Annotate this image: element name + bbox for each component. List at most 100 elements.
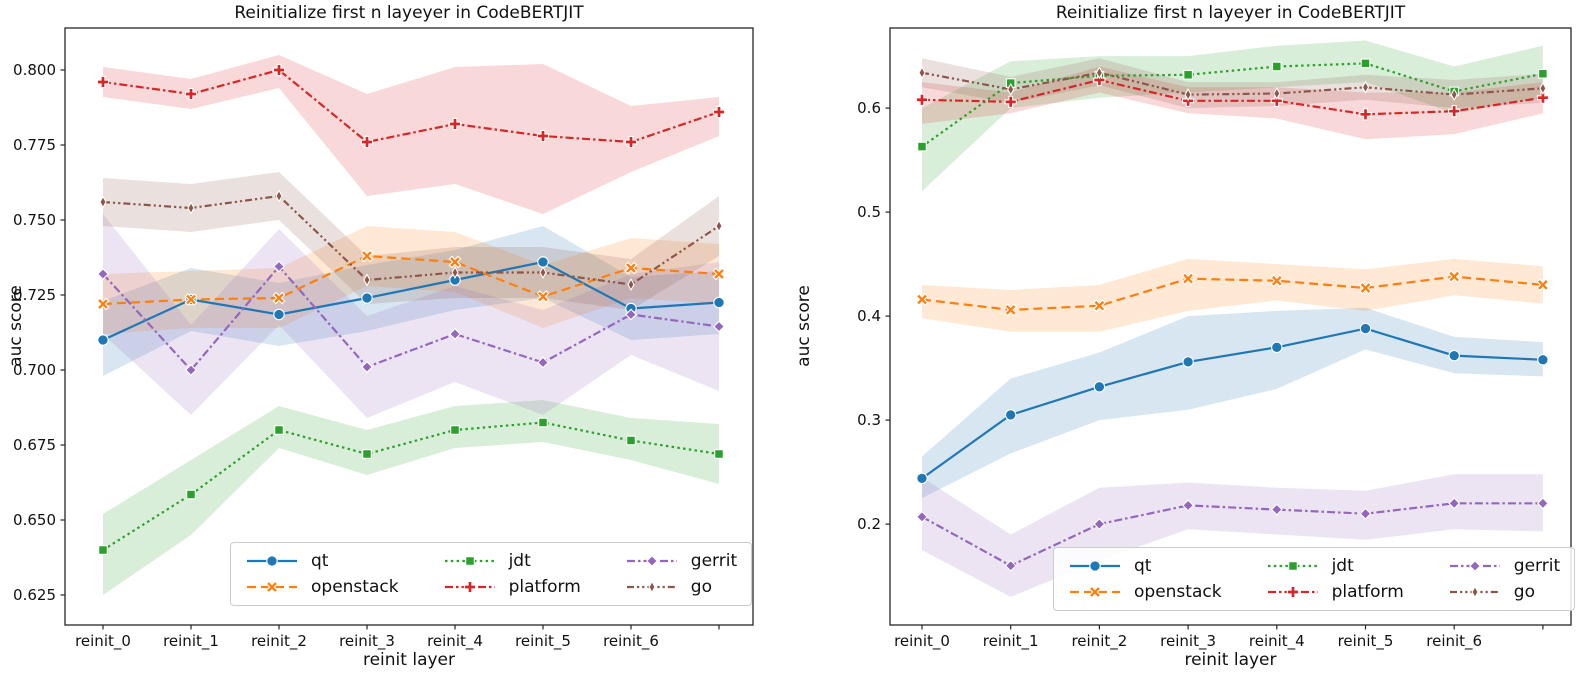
marker-qt-0 [916, 472, 928, 485]
chart-panel-right: Reinitialize first n layeyer in CodeBERT… [788, 0, 1577, 680]
marker-openstack-1 [184, 293, 198, 306]
x-tick-label: reinit_2 [1071, 632, 1127, 651]
legend-item-jdt: jdt [1266, 557, 1404, 576]
marker-openstack-2 [272, 291, 286, 305]
marker-platform-2 [272, 63, 286, 77]
marker-platform-4 [448, 117, 462, 131]
x-tick-label: reinit_1 [983, 632, 1039, 651]
jdt-marker-glyph [464, 556, 475, 567]
marker-platform-0 [915, 93, 929, 106]
marker-go-5 [1361, 80, 1370, 94]
marker-openstack-6 [624, 261, 638, 275]
series-band-go [103, 172, 719, 310]
marker-gerrit-6 [625, 308, 637, 321]
marker-openstack-4 [1270, 274, 1284, 288]
marker-go-2 [275, 189, 283, 203]
series-band-go [922, 58, 1543, 109]
axes-frame [64, 27, 754, 626]
series-line-jdt [102, 421, 720, 551]
marker-gerrit-7 [713, 320, 725, 333]
go-marker-glyph [1471, 585, 1479, 599]
y-tick-label: 0.5 [857, 203, 881, 221]
qt-marker-glyph [266, 555, 278, 568]
marker-gerrit-5 [1359, 507, 1372, 520]
marker-qt-0 [97, 334, 109, 346]
marker-gerrit-1 [185, 364, 197, 376]
marker-platform-7 [1536, 91, 1550, 104]
marker-platform-2 [1093, 73, 1106, 87]
legend-item-platform: platform [1266, 581, 1404, 602]
marker-go-2 [1095, 66, 1104, 80]
series-line-go [102, 194, 720, 286]
marker-openstack-1 [1004, 303, 1018, 317]
jdt-marker-glyph [1287, 561, 1298, 572]
marker-jdt-7 [1538, 68, 1548, 79]
qt-marker-glyph [1089, 560, 1101, 573]
marker-go-3 [363, 273, 371, 287]
legend-item-qt: qt [1068, 557, 1222, 576]
marker-openstack-3 [1181, 272, 1195, 286]
marker-go-6 [627, 277, 635, 292]
gerrit-marker-glyph [1468, 560, 1481, 573]
x-tick-label: reinit_0 [894, 632, 950, 651]
x-tick-label: reinit_2 [251, 632, 307, 651]
marker-platform-6 [624, 135, 638, 149]
x-tick-label: reinit_6 [603, 632, 659, 651]
marker-gerrit-3 [361, 361, 373, 373]
marker-gerrit-4 [1270, 503, 1283, 516]
marker-go-3 [1184, 88, 1192, 102]
legend-item-qt: qt [245, 552, 399, 571]
legend-item-openstack: openstack [245, 576, 399, 597]
go-marker-glyph [648, 580, 656, 594]
series-line-jdt [921, 62, 1544, 148]
series-line-gerrit [102, 264, 720, 372]
x-tick-label: reinit_6 [1426, 632, 1482, 651]
y-tick-label: 0.4 [857, 307, 881, 325]
legend-label: gerrit [690, 551, 738, 571]
platform-marker-icon [1267, 585, 1318, 599]
marker-go-4 [451, 265, 459, 280]
series-band-jdt [103, 400, 719, 595]
marker-platform-4 [1270, 94, 1283, 107]
x-tick-label: reinit_5 [515, 632, 571, 651]
gerrit-marker-glyph [645, 555, 658, 568]
marker-openstack-5 [536, 290, 550, 303]
go-marker-icon [626, 580, 677, 594]
platform-marker-glyph [463, 580, 476, 594]
marker-gerrit-0 [97, 268, 109, 280]
marker-jdt-5 [538, 417, 548, 428]
legend-label: qt [311, 551, 329, 571]
x-tick-label: reinit_1 [163, 632, 219, 651]
marker-openstack-6 [1447, 270, 1461, 283]
marker-go-7 [1539, 81, 1547, 95]
marker-platform-7 [712, 105, 726, 119]
series-band-platform [103, 55, 719, 214]
legend-item-go: go [1448, 582, 1560, 602]
series-line-openstack [102, 254, 720, 306]
qt-marker-icon [1070, 560, 1120, 573]
series-line-platform [102, 68, 720, 144]
marker-qt-2 [273, 308, 285, 321]
y-tick-label: 0.625 [13, 586, 56, 604]
y-tick-label: 0.800 [13, 61, 56, 79]
legend-label: openstack [311, 576, 399, 597]
marker-qt-7 [713, 296, 725, 309]
marker-jdt-0 [917, 141, 927, 152]
legend-label: platform [508, 576, 581, 597]
y-tick-label: 0.3 [857, 411, 881, 429]
marker-openstack-0 [96, 297, 110, 311]
marker-gerrit-7 [1536, 497, 1549, 510]
jdt-marker-icon [444, 556, 495, 567]
series-band-openstack [922, 258, 1543, 332]
marker-go-7 [715, 219, 723, 233]
marker-qt-5 [537, 256, 549, 268]
go-marker-icon [1449, 585, 1500, 599]
marker-platform-1 [1004, 95, 1017, 108]
legend-item-platform: platform [443, 576, 581, 597]
y-tick-label: 0.700 [13, 361, 56, 379]
openstack-marker-icon [247, 580, 297, 594]
series-line-go [921, 71, 1543, 96]
legend-label: platform [1331, 581, 1404, 602]
marker-platform-5 [1359, 108, 1372, 121]
marker-qt-6 [1448, 349, 1460, 362]
